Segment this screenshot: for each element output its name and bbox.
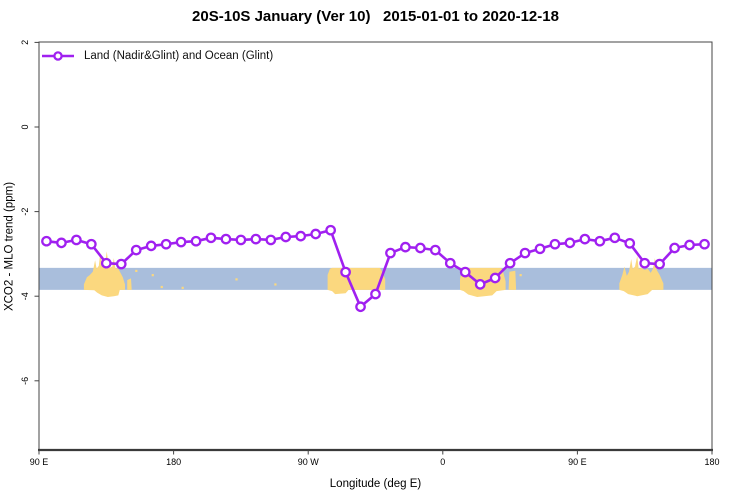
data-point	[325, 224, 336, 236]
land-patch-australia-east	[619, 256, 664, 297]
y-axis-title: XCO2 - MLO trend (ppm)	[3, 181, 16, 312]
land-speckle	[235, 278, 238, 281]
data-point	[175, 236, 187, 248]
data-point	[579, 233, 591, 245]
data-point	[370, 288, 381, 300]
data-point	[549, 238, 561, 250]
data-point	[400, 241, 411, 253]
data-point	[265, 234, 277, 246]
data-point	[340, 266, 351, 278]
data-point	[190, 235, 202, 247]
data-point	[100, 257, 112, 269]
x-tick-label: 180	[166, 457, 181, 467]
land-speckle	[135, 269, 138, 273]
data-point	[85, 238, 97, 250]
data-point	[609, 232, 621, 244]
data-point	[295, 230, 307, 242]
data-point	[160, 238, 172, 250]
land-speckle	[181, 286, 184, 289]
data-point	[415, 242, 426, 254]
x-tick-label: 90 W	[298, 457, 320, 467]
data-point	[564, 237, 576, 249]
land-speckle	[274, 283, 277, 286]
data-point	[220, 233, 232, 245]
data-point	[654, 258, 666, 270]
land-patch-madagascar	[508, 270, 517, 290]
x-tick-label: 90 E	[30, 457, 49, 467]
data-point	[205, 232, 217, 244]
legend: Land (Nadir&Glint) and Ocean (Glint)	[41, 50, 273, 62]
land-patch-small-island	[127, 278, 132, 290]
data-point	[115, 258, 127, 270]
land-speckle	[519, 274, 522, 277]
data-point	[669, 242, 680, 254]
data-point	[684, 239, 695, 251]
data-point	[474, 279, 486, 290]
data-point	[624, 237, 636, 249]
data-point	[235, 234, 247, 246]
data-point	[429, 244, 441, 256]
data-point	[280, 231, 292, 243]
data-point	[534, 243, 546, 255]
data-point	[250, 233, 262, 245]
y-tick-label: -6	[20, 377, 30, 385]
data-point	[130, 244, 142, 256]
y-tick-label: 2	[20, 40, 30, 45]
data-point	[459, 266, 471, 278]
x-tick-label: 0	[440, 457, 445, 467]
x-tick-label: 180	[704, 457, 719, 467]
data-point	[355, 301, 366, 313]
data-point	[71, 234, 82, 246]
legend-line-marker-icon	[42, 51, 74, 61]
data-point	[145, 240, 157, 252]
data-point	[639, 257, 651, 269]
y-tick-label: -4	[20, 292, 30, 300]
x-axis-title: Longitude (deg E)	[329, 478, 422, 490]
y-tick-label: 0	[20, 124, 30, 129]
chart-title: 20S-10S January (Ver 10) 2015-01-01 to 2…	[192, 8, 559, 25]
data-point	[489, 272, 501, 284]
land-patch-australia-west	[83, 251, 125, 297]
data-point	[519, 247, 531, 259]
data-point	[444, 257, 456, 269]
data-point	[41, 235, 52, 247]
land-speckle	[160, 285, 163, 289]
data-point	[594, 235, 606, 247]
data-point	[385, 247, 396, 259]
x-tick-label: 90 E	[568, 457, 587, 467]
data-point	[504, 257, 516, 269]
legend-label: Land (Nadir&Glint) and Ocean (Glint)	[84, 50, 274, 62]
land-speckle	[151, 274, 154, 277]
data-point	[699, 238, 710, 250]
y-tick-label: -2	[20, 208, 30, 216]
data-point	[56, 237, 67, 249]
plot-box	[38, 41, 713, 451]
data-point	[310, 228, 322, 240]
